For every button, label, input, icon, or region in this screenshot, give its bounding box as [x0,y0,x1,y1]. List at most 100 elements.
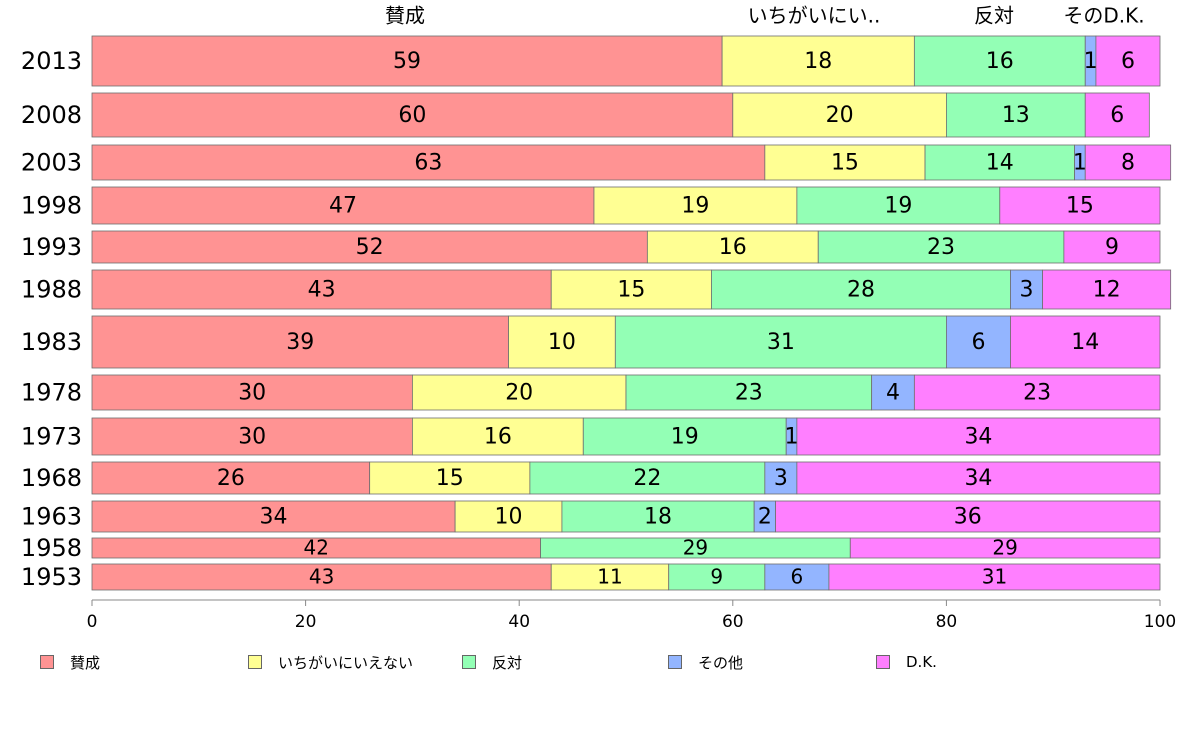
data-label: 52 [356,235,384,260]
bar-segment [732,92,947,138]
data-label: 16 [986,49,1014,74]
bar-segment [1010,269,1043,310]
legend-swatch [248,655,262,669]
data-label: 3 [1020,278,1034,303]
bar-segment [1063,230,1161,264]
x-tick-label: 40 [508,612,530,632]
bar-segment [561,500,755,533]
data-label: 1 [1073,151,1087,176]
data-label: 8 [1121,151,1135,176]
year-label: 1988 [21,276,82,304]
year-label: 1953 [21,563,82,591]
data-label: 16 [719,235,747,260]
data-label: 23 [1023,381,1051,406]
bar-segment [91,92,734,138]
year-label: 1963 [21,503,82,531]
data-label: 11 [597,565,622,589]
data-label: 22 [633,466,661,491]
year-label: 2013 [21,47,82,75]
bar-segment [946,92,1086,138]
column-header-label: そのD.K. [1063,4,1144,28]
bar-segment [913,35,1086,87]
data-label: 15 [831,151,859,176]
bar-segment [913,374,1161,411]
legend-label: 反対 [492,653,523,672]
bar-segment [1084,92,1150,138]
data-label: 19 [884,194,912,219]
legend-label: 賛成 [70,653,101,672]
column-header-label: 賛成 [385,4,425,28]
legend-item: 反対 [462,652,522,672]
bar-segment [646,230,819,264]
data-label: 20 [826,103,854,128]
data-label: 30 [238,381,266,406]
bar-segment [529,461,766,495]
data-label: 31 [767,330,795,355]
data-label: 15 [617,278,645,303]
x-tick-label: 20 [295,612,317,632]
data-label: 23 [927,235,955,260]
data-label: 60 [398,103,426,128]
data-label: 59 [393,49,421,74]
bar-segment [849,537,1161,559]
bar-segment [721,35,915,87]
bar-segment [775,500,1161,533]
x-tick-label: 80 [936,612,958,632]
data-label: 12 [1093,278,1121,303]
data-label: 39 [286,330,314,355]
bar-segment [593,186,798,225]
bar-segment [796,186,1001,225]
data-label: 34 [964,425,992,450]
legend-item: D.K. [876,652,937,672]
bar-segment [828,563,1161,591]
bar-segment [625,374,873,411]
data-label: 42 [304,536,329,560]
legend-swatch [462,655,476,669]
bar-segment [796,461,1161,495]
legend-swatch [668,655,682,669]
bar-segment [999,186,1161,225]
data-label: 29 [992,536,1017,560]
bar-segment [1095,35,1161,87]
year-label: 2003 [21,149,82,177]
bar-segment [817,230,1065,264]
bar-segment [764,461,798,495]
data-label: 47 [329,194,357,219]
bar-segment [924,144,1075,181]
year-label: 1998 [21,192,82,220]
bar-segment [711,269,1011,310]
legend-label: その他 [698,653,744,672]
bar-segment [91,35,723,87]
data-label: 6 [1121,49,1135,74]
bar-segment [668,563,766,591]
bar-segment [946,315,1011,369]
year-label: 1993 [21,233,82,261]
x-tick-label: 60 [722,612,744,632]
year-label: 1968 [21,464,82,492]
year-label: 1973 [21,423,82,451]
year-label: 1978 [21,379,82,407]
data-label: 2 [758,505,772,530]
data-label: 18 [644,505,672,530]
column-header-label: いちがいにい.. [748,4,881,28]
data-label: 15 [1066,194,1094,219]
x-tick-label: 0 [87,612,98,632]
data-label: 4 [886,381,900,406]
legend-label: いちがいにいえない [278,653,414,672]
bar-segment [796,417,1161,456]
data-label: 16 [484,425,512,450]
data-label: 9 [710,565,723,589]
data-label: 43 [309,565,334,589]
data-label: 19 [681,194,709,219]
data-label: 14 [1071,330,1099,355]
data-label: 6 [1110,103,1124,128]
bar-segment [91,315,509,369]
data-label: 36 [954,505,982,530]
bar-segment [871,374,915,411]
bar-segment [91,186,595,225]
bar-segment [411,417,584,456]
bar-segment [550,563,670,591]
bar-segment [550,269,712,310]
